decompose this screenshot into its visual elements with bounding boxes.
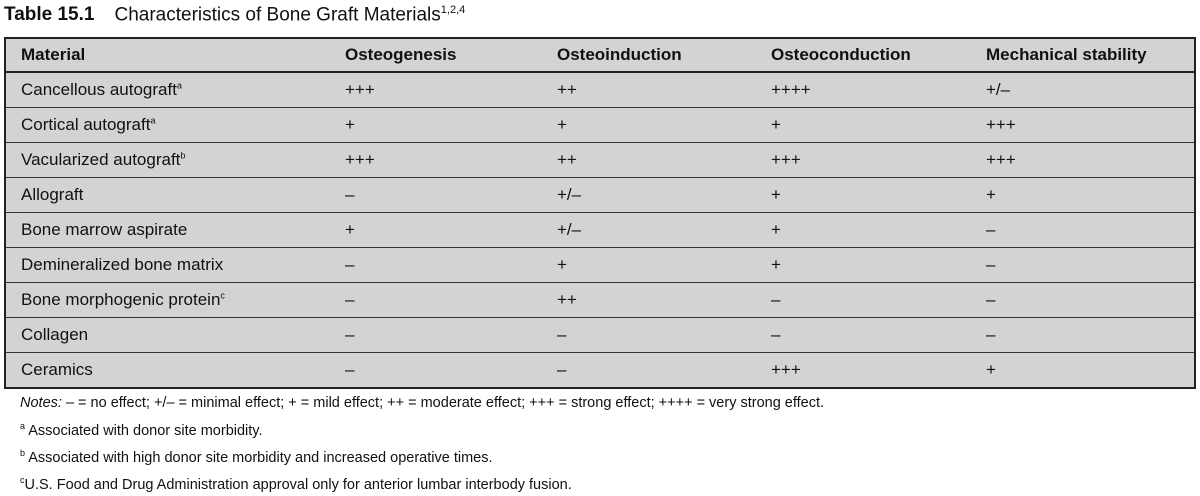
cell-value: –: [330, 317, 542, 353]
cell-value: +/–: [542, 212, 756, 248]
footnote-b: b Associated with high donor site morbid…: [20, 442, 824, 469]
footnote-mark: a: [20, 420, 26, 431]
table-title: Table 15.1 Characteristics of Bone Graft …: [4, 4, 465, 26]
cell-value: +: [542, 107, 756, 143]
material-name: Allograft: [21, 185, 84, 204]
cell-value: –: [971, 282, 1195, 318]
cell-value: –: [345, 360, 355, 379]
table-row: Allograft – +/– + +: [5, 177, 1195, 213]
cell-value: –: [756, 282, 971, 318]
cell-value: +++: [330, 142, 542, 178]
cell-value: +++: [330, 72, 542, 108]
footnote-c: cU.S. Food and Drug Administration appro…: [20, 469, 824, 496]
col-mechanical-stability: Mechanical stability: [971, 38, 1195, 73]
material-name: Demineralized bone matrix: [21, 255, 224, 274]
cell-value: +/–: [971, 72, 1195, 108]
material-name: Bone marrow aspirate: [21, 220, 188, 239]
footnote-text: Associated with donor site morbidity.: [28, 422, 263, 439]
cell-material: Vacularized autograftb: [5, 142, 330, 178]
cell-value: +++: [971, 107, 1195, 143]
notes-legend: Notes: – = no effect; +/– = minimal effe…: [20, 392, 824, 415]
cell-material: Allograft: [5, 177, 330, 213]
bone-graft-table: Material Osteogenesis Osteoinduction Ost…: [4, 37, 1196, 389]
table-caption: Characteristics of Bone Graft Materials: [114, 4, 441, 26]
cell-value: ++: [542, 282, 756, 318]
cell-value: +: [756, 107, 971, 143]
cell-value: +++: [971, 142, 1195, 178]
cell-value: +: [330, 107, 542, 143]
cell-value: +: [986, 360, 996, 379]
footnote-ref: a: [176, 80, 182, 91]
table-row: Ceramics – – +++ +: [5, 353, 1195, 389]
col-osteoconduction: Osteoconduction: [756, 38, 971, 73]
cell-material: Cancellous autografta: [5, 72, 330, 108]
cell-material: Cortical autografta: [5, 107, 330, 143]
cell-value: +: [756, 247, 971, 283]
cell-value: –: [330, 177, 542, 213]
footnote-text: U.S. Food and Drug Administration approv…: [24, 476, 572, 493]
footnote-mark: b: [20, 447, 26, 458]
table-row: Bone morphogenic proteinc – ++ – –: [5, 282, 1195, 318]
material-name: Bone morphogenic protein: [21, 290, 221, 309]
cell-value: +++: [771, 360, 801, 379]
table-row: Cancellous autografta +++ ++ ++++ +/–: [5, 72, 1195, 108]
cell-value: –: [330, 282, 542, 318]
cell-value: ++++: [756, 72, 971, 108]
col-osteogenesis: Osteogenesis: [330, 38, 542, 73]
cell-value: –: [971, 247, 1195, 283]
cell-value: ++: [542, 72, 756, 108]
cell-value: –: [542, 317, 756, 353]
cell-value: +/–: [542, 177, 756, 213]
footnote-text: Associated with high donor site morbidit…: [28, 449, 493, 466]
cell-material: Ceramics: [5, 353, 330, 389]
col-osteoinduction: Osteoinduction: [542, 38, 756, 73]
cell-value: +: [756, 177, 971, 213]
footnote-ref: c: [220, 290, 225, 301]
material-name: Ceramics: [21, 360, 93, 379]
cell-material: Collagen: [5, 317, 330, 353]
table-row: Collagen – – – –: [5, 317, 1195, 353]
cell-value: –: [971, 212, 1195, 248]
table-row: Cortical autografta + + + +++: [5, 107, 1195, 143]
notes-text: – = no effect; +/– = minimal effect; + =…: [61, 395, 825, 411]
cell-material: Bone marrow aspirate: [5, 212, 330, 248]
table-notes: Notes: – = no effect; +/– = minimal effe…: [20, 392, 824, 496]
material-name: Cortical autograft: [21, 115, 151, 134]
table-row: Bone marrow aspirate + +/– + –: [5, 212, 1195, 248]
cell-value: +: [330, 212, 542, 248]
cell-value: –: [557, 360, 567, 379]
header-row: Material Osteogenesis Osteoinduction Ost…: [5, 38, 1195, 73]
cell-value: +: [542, 247, 756, 283]
material-name: Vacularized autograft: [21, 150, 181, 169]
material-name: Cancellous autograft: [21, 80, 177, 99]
footnote-a: a Associated with donor site morbidity.: [20, 415, 824, 442]
notes-label: Notes:: [20, 395, 62, 411]
cell-value: –: [971, 317, 1195, 353]
table-label: Table 15.1: [4, 4, 95, 26]
table-row: Vacularized autograftb +++ ++ +++ +++: [5, 142, 1195, 178]
cell-value: +: [756, 212, 971, 248]
cell-material: Demineralized bone matrix: [5, 247, 330, 283]
cell-value: –: [756, 317, 971, 353]
footnote-ref: a: [150, 115, 156, 126]
cell-value: ++: [542, 142, 756, 178]
cell-value: +: [971, 177, 1195, 213]
col-material: Material: [5, 38, 330, 73]
table-refs: 1,2,4: [440, 4, 466, 16]
footnote-ref: b: [180, 150, 186, 161]
material-name: Collagen: [21, 325, 89, 344]
cell-value: –: [330, 247, 542, 283]
cell-material: Bone morphogenic proteinc: [5, 282, 330, 318]
table-row: Demineralized bone matrix – + + –: [5, 247, 1195, 283]
cell-value: +++: [756, 142, 971, 178]
